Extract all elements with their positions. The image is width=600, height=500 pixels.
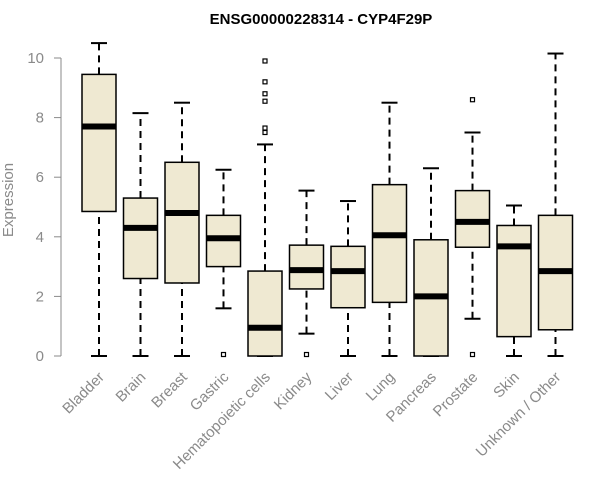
box-4 [247,58,283,357]
x-tick-label: Lung [363,369,399,405]
outlier-point [469,97,476,103]
outlier-point [262,98,268,104]
y-tick-label: 0 [36,348,44,365]
x-tick-label: Breast [148,368,191,411]
outlier-point [262,58,268,64]
x-tick-label: Brain [113,369,150,406]
box-6 [330,200,366,357]
box-body [164,161,200,284]
box-body [330,245,366,309]
x-tick-label: Kidney [271,368,316,413]
x-tick-label: Liver [322,369,357,404]
chart-title: ENSG00000228314 - CYP4F29P [210,11,433,28]
box-3 [205,168,242,358]
x-tick-label: Prostate [430,369,482,421]
outlier-point [262,79,268,85]
y-axis: 0 2 4 6 8 10 [27,50,62,365]
box-1 [122,112,159,357]
box-8 [413,167,449,357]
outlier-point [469,351,476,358]
outlier-point [262,91,268,97]
box-9 [454,97,491,358]
y-tick-label: 6 [36,169,44,186]
box-body [247,270,283,357]
box-0 [81,42,117,357]
box-2 [164,101,200,357]
y-axis-label: Expression [0,163,17,237]
box-11 [537,52,574,357]
x-tick-label: Skin [490,369,523,402]
outlier-point [262,125,268,131]
y-tick-label: 8 [36,110,44,127]
y-tick-label: 10 [27,50,44,67]
box-body [288,244,325,290]
box-5 [288,189,325,358]
y-tick-label: 2 [36,288,44,305]
outlier-point [262,129,268,136]
box-7 [371,101,408,357]
box-body [371,183,408,304]
boxes [81,42,574,358]
box-10 [496,204,532,357]
x-tick-label: Bladder [59,369,108,418]
box-body [81,73,117,213]
outlier-point [220,351,227,358]
box-body [496,224,532,338]
y-tick-label: 4 [36,229,44,246]
outlier-point [303,351,310,358]
box-body [122,197,159,280]
